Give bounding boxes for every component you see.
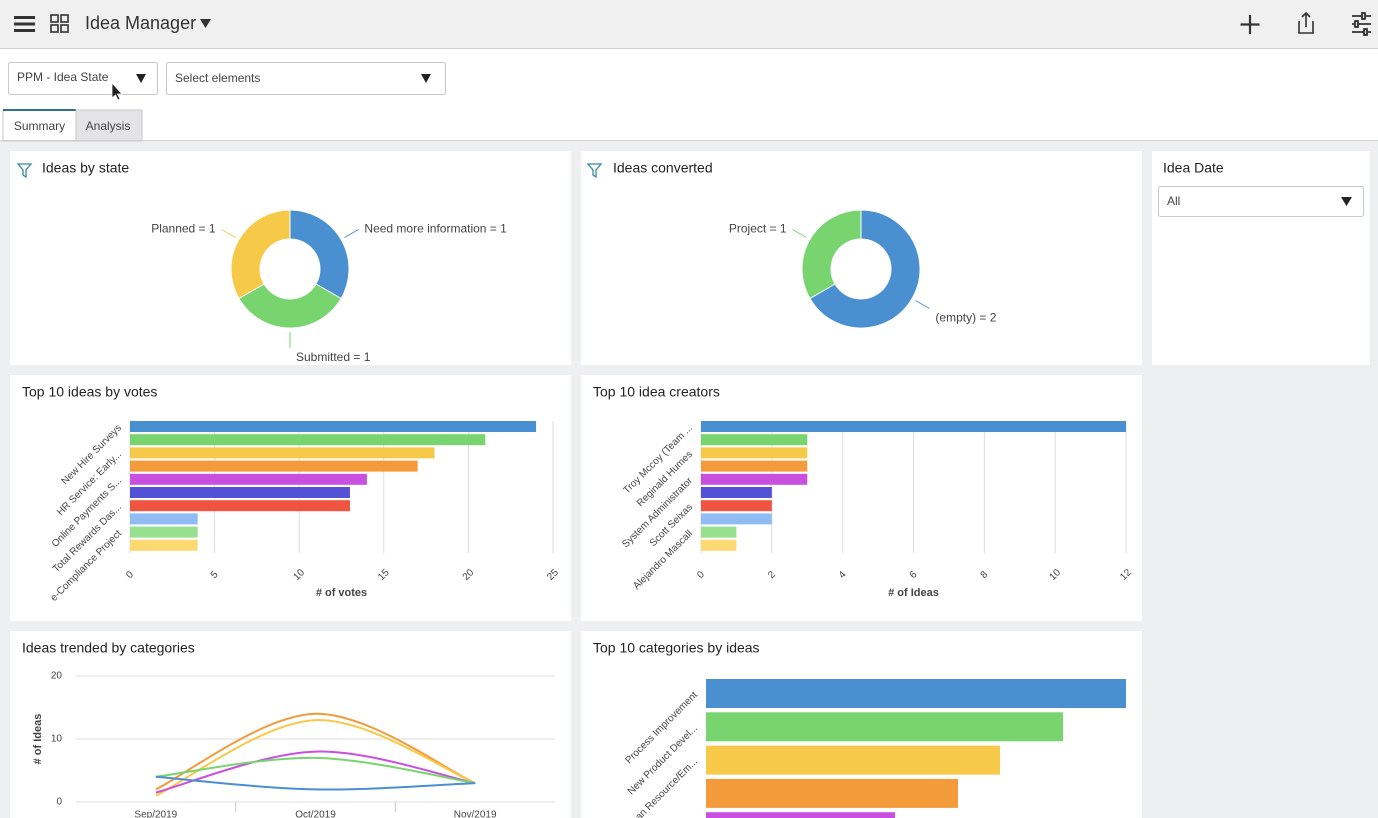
bar — [130, 421, 537, 432]
tab-active-indicator — [3, 109, 76, 111]
bar — [130, 539, 198, 551]
tab-label: Analysis — [86, 119, 131, 133]
filter-icon[interactable] — [586, 163, 603, 179]
bar — [701, 500, 772, 512]
bar — [130, 500, 350, 512]
cursor — [111, 81, 123, 101]
bar — [701, 460, 808, 472]
bar — [130, 460, 418, 472]
line-series — [155, 756, 476, 785]
x-tick-label: Oct/2019 — [295, 810, 336, 818]
menu-icon[interactable] — [14, 16, 35, 32]
x-axis-label: # of votes — [316, 587, 367, 599]
y-tick-label: 20 — [51, 671, 63, 682]
panel-title: Idea Date — [1163, 160, 1224, 176]
bar — [701, 434, 808, 446]
panel — [581, 151, 1142, 365]
panel — [1152, 151, 1370, 365]
leader-line — [344, 229, 359, 238]
bar — [701, 526, 737, 538]
tab-label: Summary — [14, 119, 65, 133]
bar — [701, 421, 1126, 432]
idea-date-value: All — [1167, 194, 1180, 208]
bar — [130, 513, 198, 525]
leader-line — [221, 229, 236, 238]
bar — [130, 526, 198, 538]
bar — [701, 473, 808, 485]
panel — [10, 151, 571, 365]
panel-title: Ideas converted — [613, 160, 713, 176]
share-icon[interactable] — [1298, 11, 1314, 34]
panel-title: Ideas by state — [42, 160, 129, 176]
idea-date-select[interactable] — [1158, 186, 1364, 217]
bar — [706, 679, 1126, 708]
settings-icon[interactable] — [1352, 12, 1371, 36]
bar — [701, 539, 737, 551]
app-title: Idea Manager — [85, 13, 196, 33]
bar — [130, 473, 367, 485]
x-tick-label: Nov/2019 — [454, 810, 497, 818]
elements-select[interactable] — [166, 62, 446, 95]
header-bar — [0, 0, 1378, 48]
bar — [701, 447, 808, 459]
slice-label: (empty) = 2 — [935, 311, 996, 325]
panel — [581, 375, 1142, 621]
y-axis-label: # of Ideas — [32, 714, 44, 765]
bar — [701, 487, 772, 498]
filter-icon[interactable] — [16, 163, 33, 179]
panel-title: Top 10 categories by ideas — [593, 640, 760, 656]
donut-slice — [809, 209, 921, 329]
state-select-label: PPM - Idea State — [17, 70, 109, 84]
line-series — [155, 775, 476, 791]
slice-label: Submitted = 1 — [296, 350, 371, 364]
panel-title: Ideas trended by categories — [22, 640, 195, 656]
bar — [130, 434, 486, 446]
panel-title: Top 10 idea creators — [593, 384, 720, 400]
bar — [706, 712, 1063, 742]
grid-icon[interactable] — [50, 14, 69, 33]
bar — [706, 778, 958, 808]
panel-title: Top 10 ideas by votes — [22, 384, 157, 400]
x-tick-label: Sep/2019 — [134, 810, 177, 818]
elements-select-label: Select elements — [175, 71, 260, 85]
x-axis-label: # of Ideas — [888, 587, 939, 599]
add-icon[interactable] — [1240, 15, 1260, 34]
bar — [706, 812, 895, 818]
donut-slice — [801, 209, 862, 300]
state-select[interactable] — [8, 62, 158, 95]
y-tick-label: 0 — [56, 797, 62, 808]
bar — [701, 513, 772, 525]
line-series — [155, 719, 476, 797]
app-dropdown[interactable] — [200, 19, 211, 28]
leader-line — [792, 229, 807, 238]
bar — [130, 447, 435, 459]
slice-label: Project = 1 — [729, 222, 787, 236]
y-tick-label: 10 — [51, 734, 63, 745]
slice-label: Planned = 1 — [151, 222, 216, 236]
bar — [706, 745, 1000, 775]
tab-analysis[interactable] — [75, 109, 143, 142]
donut-slice — [289, 209, 350, 300]
slice-label: Need more information = 1 — [364, 222, 507, 236]
donut-slice — [238, 283, 342, 329]
bar — [130, 487, 350, 498]
leader-line — [915, 300, 930, 309]
donut-slice — [230, 209, 291, 300]
line-series — [155, 712, 476, 791]
